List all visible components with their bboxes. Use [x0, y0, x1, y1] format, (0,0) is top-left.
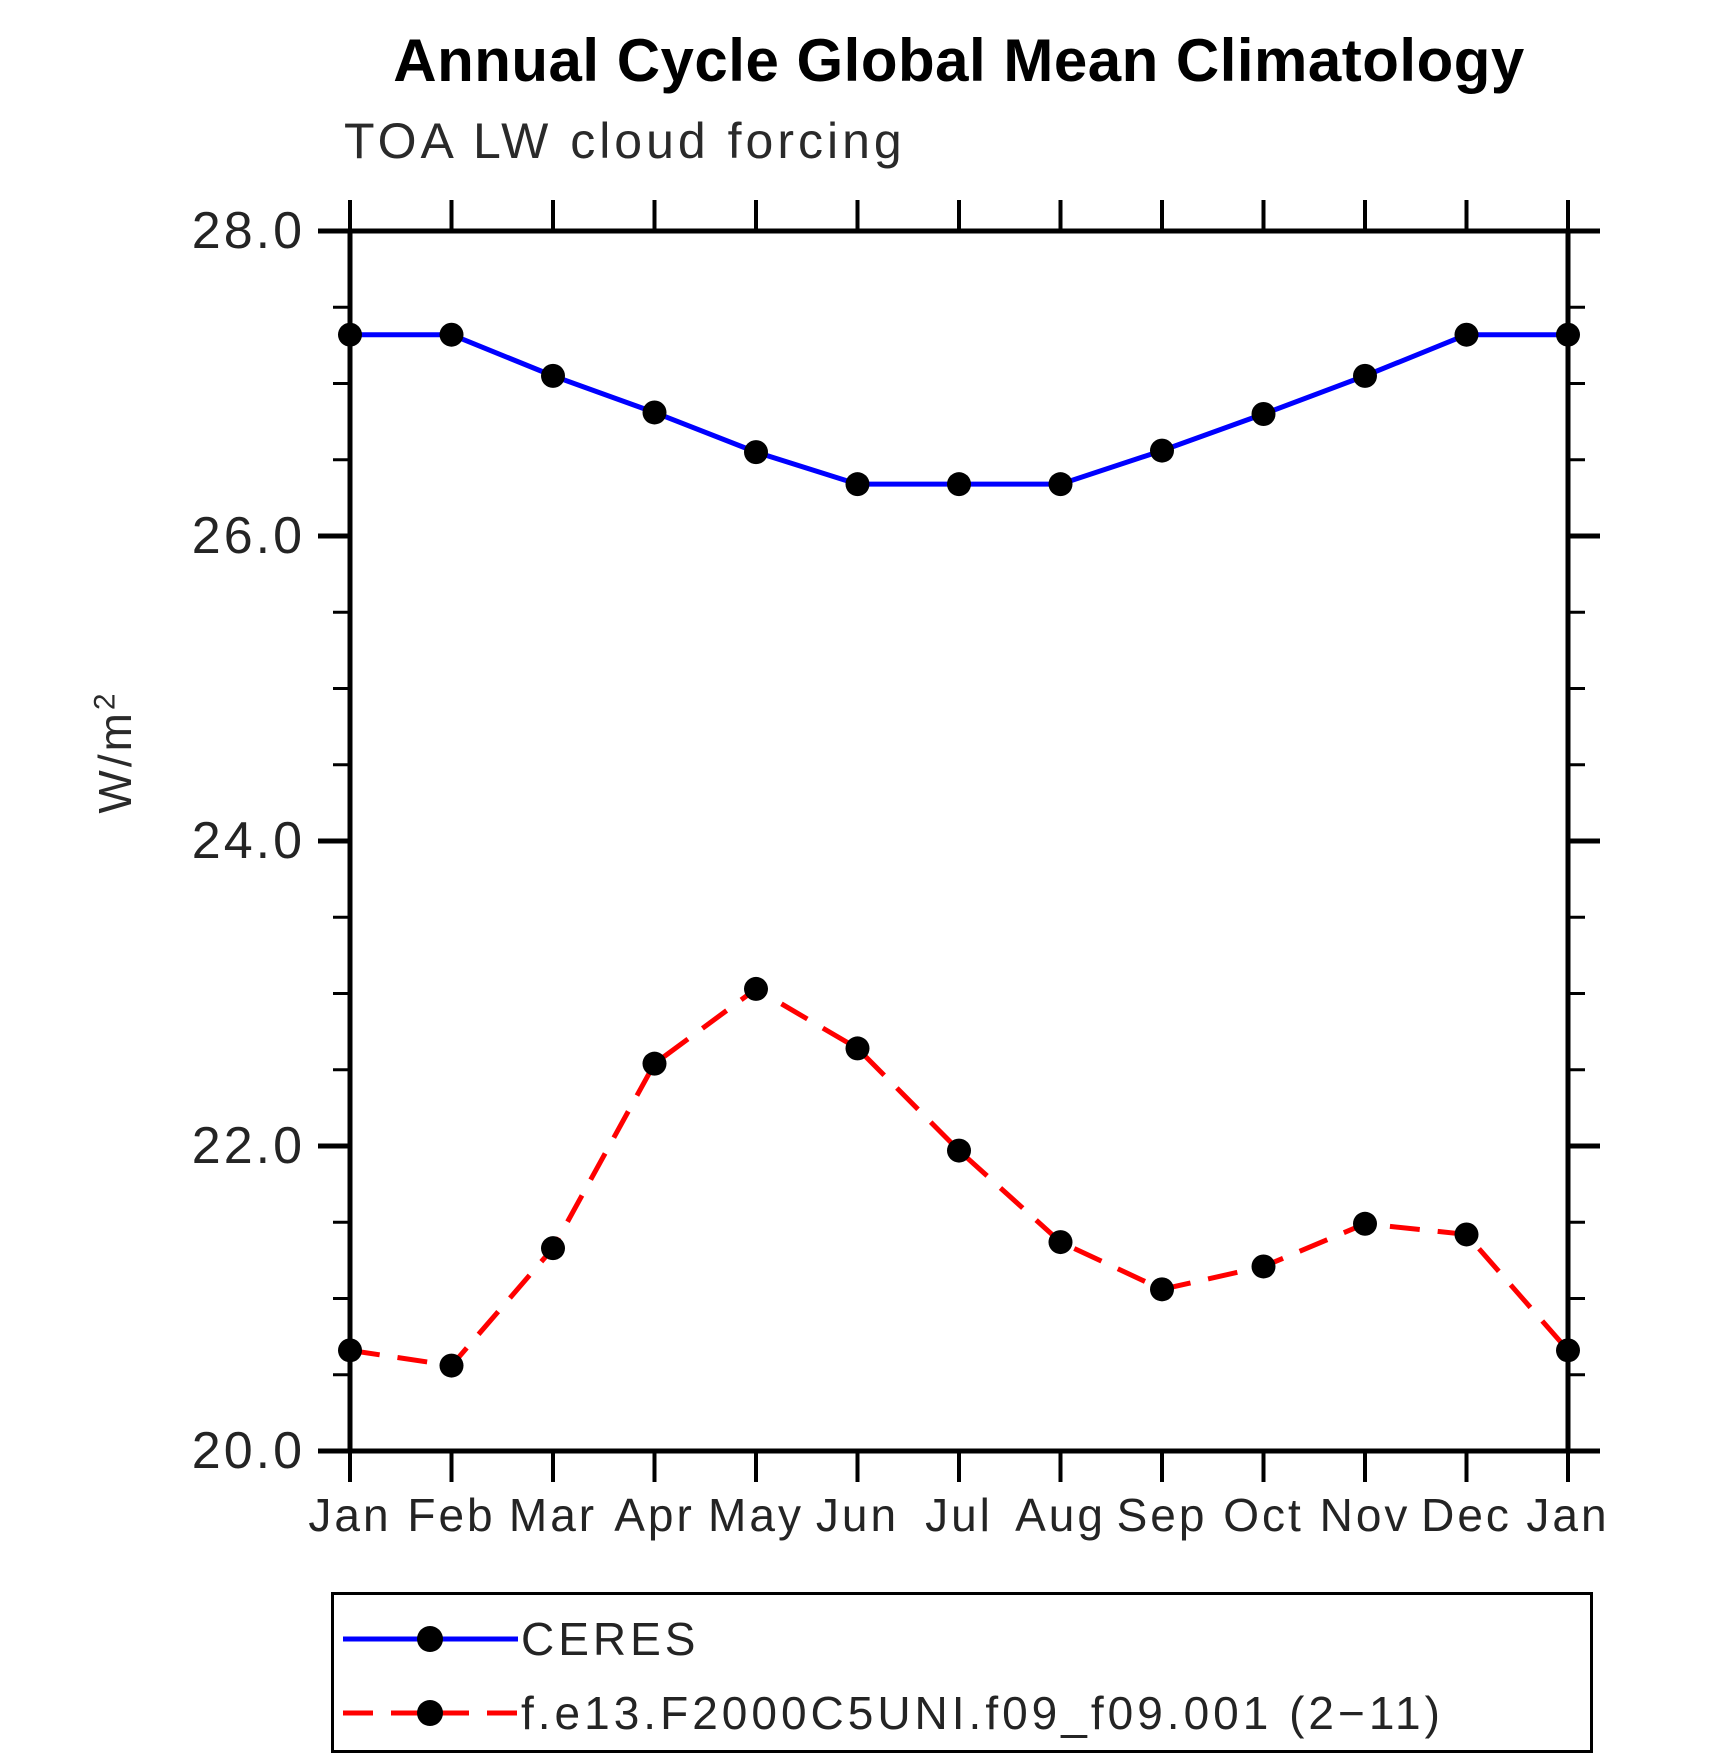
legend-box: CERES f.e13.F2000C5UNI.f09_f09.001 (2−11…: [331, 1592, 1593, 1753]
data-point-marker: [1048, 472, 1073, 497]
data-point-marker: [439, 322, 464, 347]
legend-sample-solid-line: [343, 1626, 518, 1652]
model-line: [349, 986, 1570, 1369]
data-point-marker: [1251, 402, 1276, 426]
y-tick-label: 24.0: [192, 812, 305, 870]
x-tick-label: Jan: [1526, 1489, 1609, 1541]
data-point-marker: [1353, 363, 1377, 388]
x-tick-label: Jun: [816, 1489, 899, 1541]
legend-sample-dashed-line: [343, 1700, 518, 1726]
x-tick-label: May: [708, 1489, 804, 1541]
data-point-marker: [1150, 438, 1174, 463]
x-tick-label: Dec: [1421, 1489, 1512, 1541]
y-tick-label: 22.0: [192, 1117, 305, 1175]
x-tick-label: Jan: [308, 1489, 391, 1541]
data-point-marker: [947, 472, 971, 497]
data-point-marker: [541, 1236, 565, 1261]
data-point-marker: [1150, 1277, 1174, 1302]
data-point-marker: [744, 440, 768, 465]
plot-frame: [347, 228, 1571, 1454]
chart-title: Annual Cycle Global Mean Climatology: [393, 27, 1525, 94]
x-tick-label: Apr: [614, 1489, 695, 1541]
data-point-marker: [1251, 1254, 1276, 1279]
data-point-marker: [439, 1353, 464, 1378]
legend-marker-dot: [417, 1700, 443, 1726]
x-tick-label: Nov: [1320, 1489, 1411, 1541]
legend-label-ceres: CERES: [521, 1613, 700, 1665]
y-tick-label: 26.0: [192, 507, 305, 565]
x-tick-label: Sep: [1117, 1489, 1208, 1541]
x-tick-label: Aug: [1015, 1489, 1106, 1541]
legend-entry-ceres: CERES: [341, 1613, 699, 1665]
data-point-marker: [1454, 322, 1479, 347]
y-tick-label: 28.0: [192, 202, 305, 260]
y-tick-label: 20.0: [192, 1422, 305, 1480]
chart-subtitle: TOA LW cloud forcing: [344, 113, 906, 169]
x-tick-label: Mar: [509, 1489, 597, 1541]
data-point-marker: [845, 1036, 870, 1061]
data-point-marker: [338, 322, 362, 347]
data-point-marker: [642, 400, 667, 425]
legend-entry-model: f.e13.F2000C5UNI.f09_f09.001 (2−11): [341, 1687, 1444, 1739]
x-tick-label: Jul: [925, 1489, 993, 1541]
data-point-marker: [541, 363, 565, 388]
x-tick-label: Oct: [1223, 1489, 1304, 1541]
x-tick-label: Feb: [407, 1489, 495, 1541]
data-point-marker: [1048, 1230, 1073, 1255]
data-point-marker: [1556, 1338, 1580, 1363]
data-point-marker: [845, 472, 870, 497]
legend-label-model: f.e13.F2000C5UNI.f09_f09.001 (2−11): [521, 1687, 1444, 1739]
ceres-line: [350, 332, 1568, 487]
data-point-marker: [1556, 322, 1580, 347]
data-point-marker: [338, 1338, 362, 1363]
legend-marker-dot: [417, 1626, 443, 1652]
data-point-marker: [642, 1051, 667, 1076]
data-point-marker: [947, 1138, 971, 1163]
data-point-marker: [744, 976, 768, 1001]
data-point-marker: [1353, 1211, 1377, 1236]
data-point-marker: [1454, 1222, 1479, 1247]
